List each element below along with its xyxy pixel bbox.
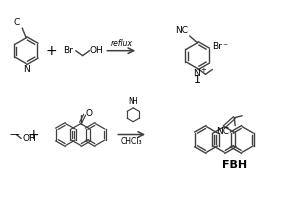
Text: FBH: FBH bbox=[222, 160, 247, 170]
Text: N: N bbox=[193, 69, 200, 78]
Text: —: — bbox=[9, 130, 19, 140]
Text: N: N bbox=[23, 64, 29, 73]
Text: NC: NC bbox=[175, 26, 188, 35]
Text: +: + bbox=[45, 44, 57, 58]
Text: NC: NC bbox=[216, 127, 229, 136]
Text: ⁻: ⁻ bbox=[222, 43, 227, 53]
Text: Br: Br bbox=[63, 46, 73, 55]
Text: C: C bbox=[14, 18, 20, 27]
Text: O: O bbox=[85, 109, 93, 118]
Text: N: N bbox=[128, 97, 134, 106]
Text: CHCl₃: CHCl₃ bbox=[121, 137, 142, 146]
Text: reflux: reflux bbox=[110, 39, 132, 48]
Text: +: + bbox=[200, 67, 206, 73]
Text: +: + bbox=[27, 128, 39, 142]
Text: H: H bbox=[131, 97, 137, 106]
Text: OH: OH bbox=[22, 134, 36, 143]
Text: 1: 1 bbox=[194, 75, 201, 85]
Text: Br: Br bbox=[212, 42, 222, 51]
Text: OH: OH bbox=[90, 46, 103, 55]
